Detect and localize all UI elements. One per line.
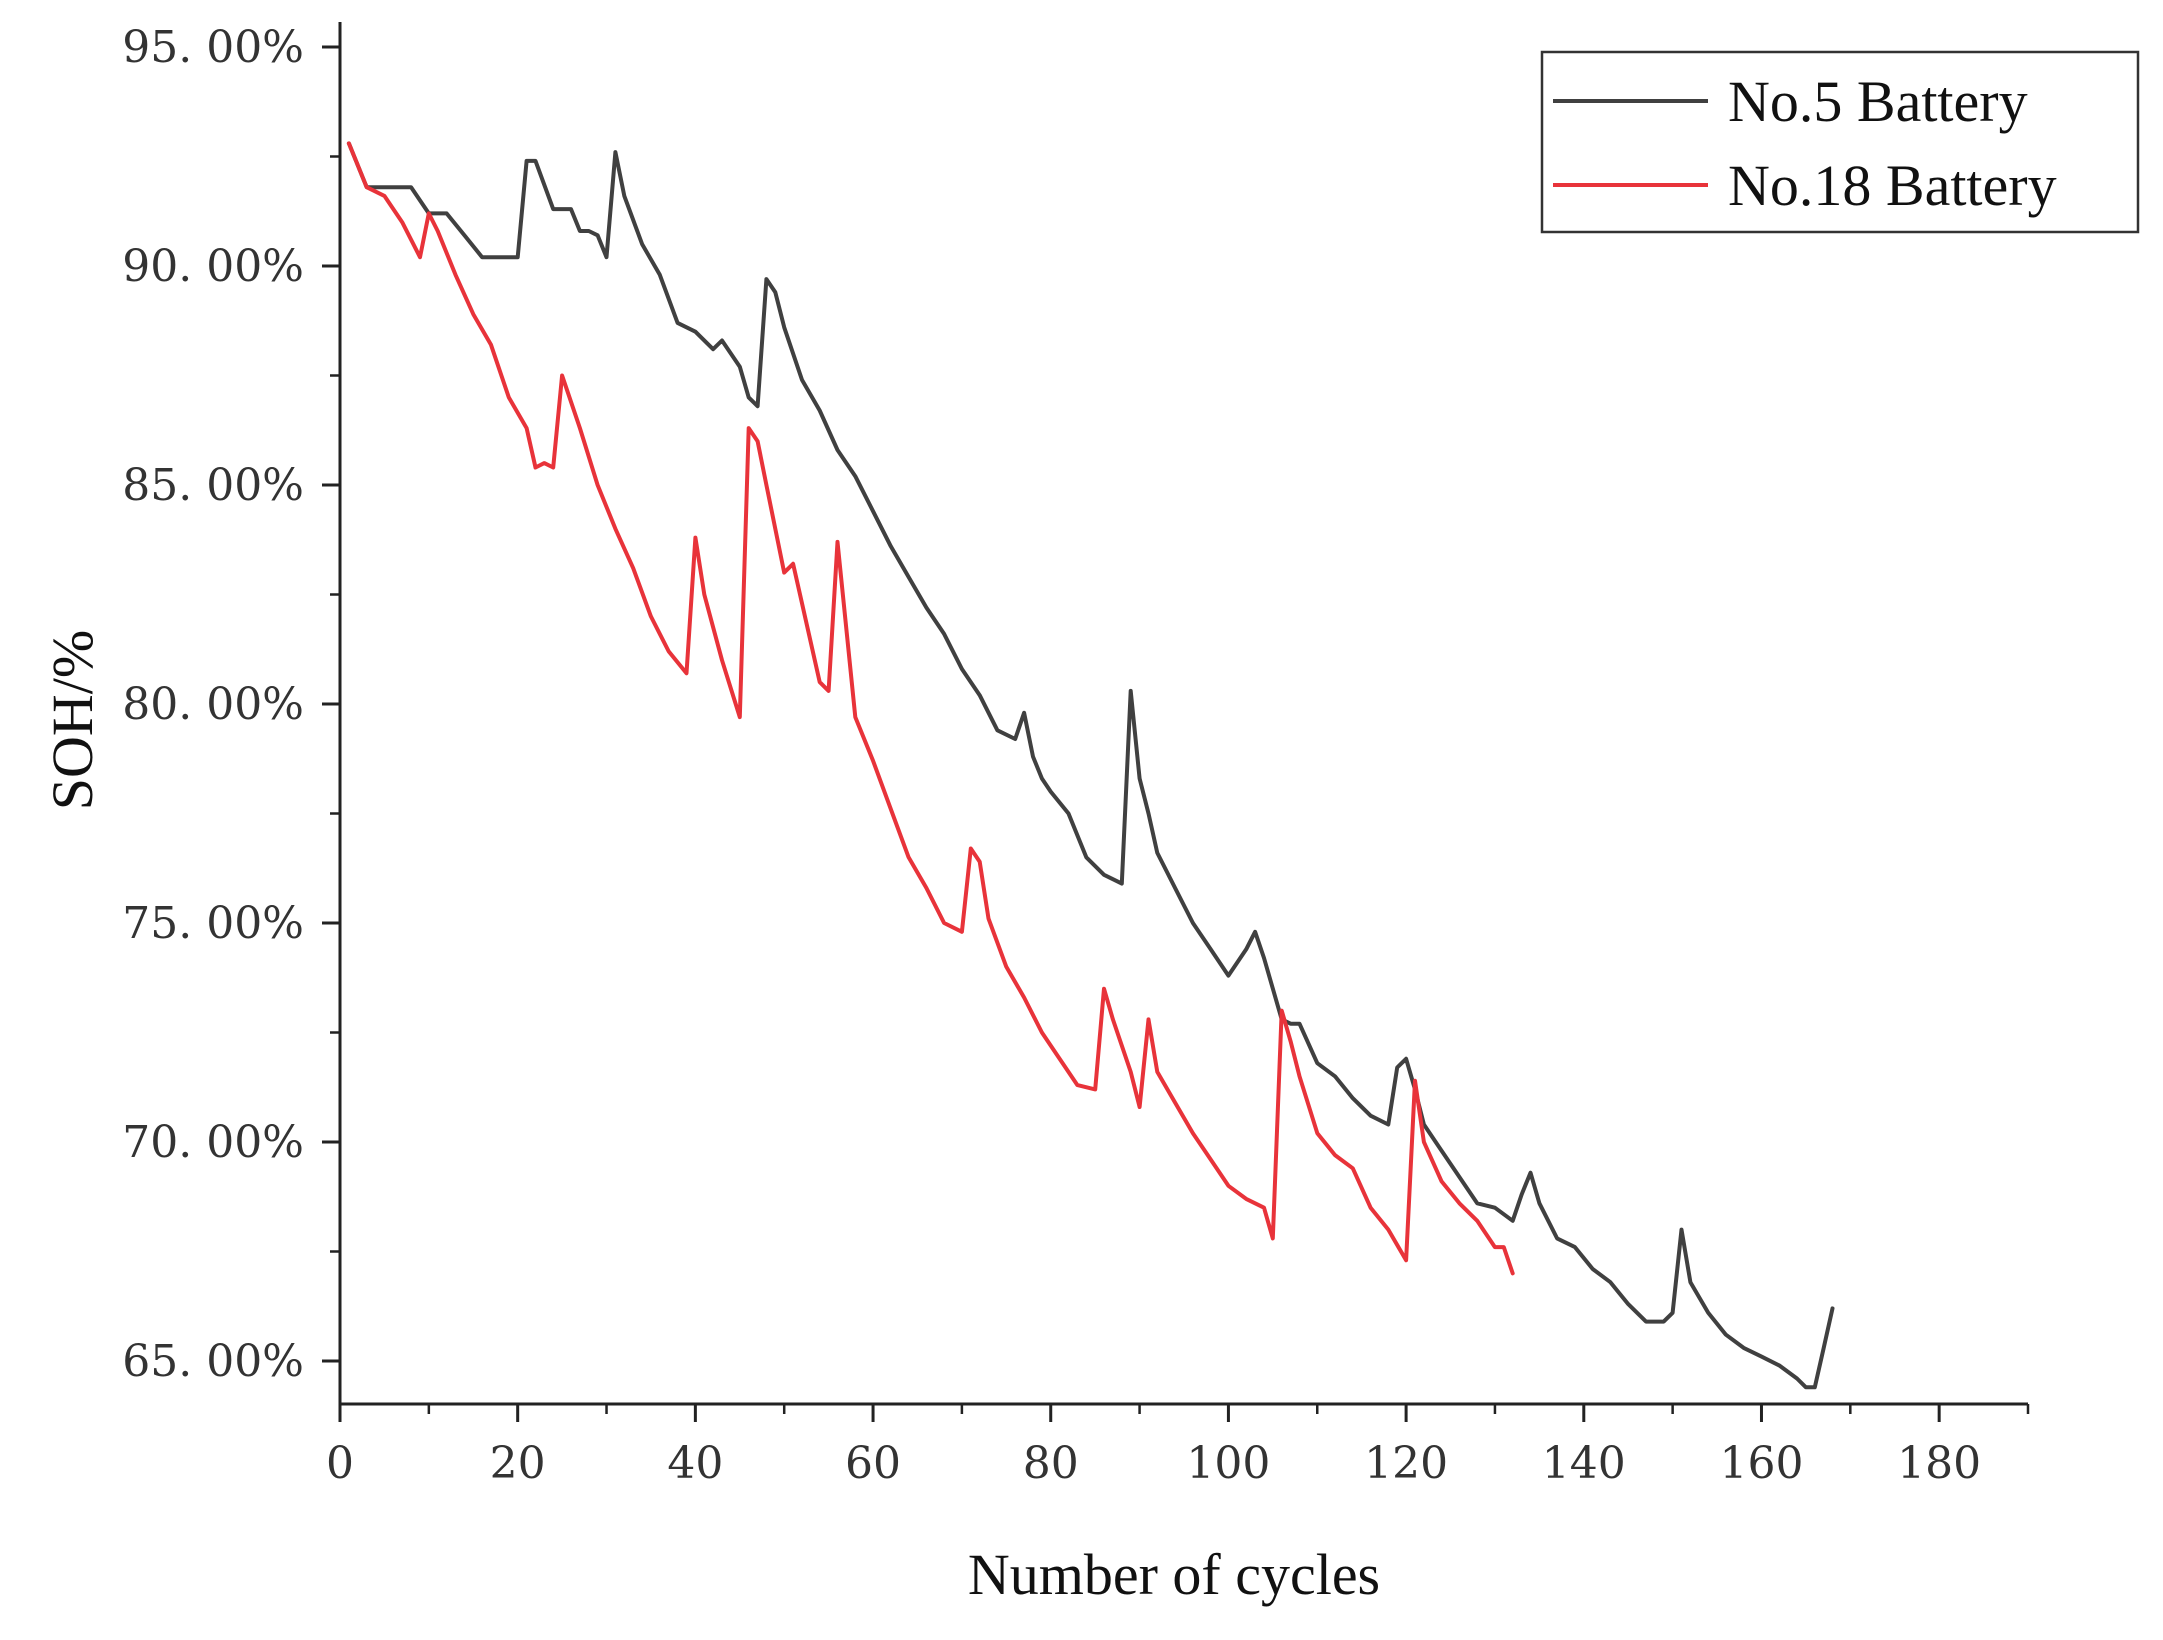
- x-tick-label: 100: [1186, 1438, 1270, 1489]
- legend-label: No.18 Battery: [1728, 153, 2057, 218]
- y-tick-label: 90. 00%: [122, 241, 304, 292]
- x-tick-label: 120: [1364, 1438, 1448, 1489]
- labels-layer: Number of cycles SOH/%: [40, 630, 1380, 1607]
- x-tick-label: 160: [1719, 1438, 1803, 1489]
- x-tick-label: 80: [1023, 1438, 1079, 1489]
- x-tick-label: 0: [326, 1438, 354, 1489]
- x-tick-label: 60: [845, 1438, 901, 1489]
- series-line-no5-battery: [346, 141, 1835, 1390]
- legend-box: [1540, 50, 2140, 234]
- y-axis-title: SOH/%: [40, 630, 105, 810]
- axes-layer: 0 20 40 60 80 100 120 140 160 180 65. 00% 70. 00% 75…: [122, 22, 2030, 1489]
- y-tick-label: 75. 00%: [122, 898, 304, 949]
- series-line-no18-battery: [346, 141, 1515, 1276]
- x-tick-label: 140: [1542, 1438, 1626, 1489]
- series-layer: [346, 141, 1835, 1390]
- x-tick-label: 20: [490, 1438, 546, 1489]
- x-tick-label: 180: [1897, 1438, 1981, 1489]
- y-tick-label: 80. 00%: [122, 679, 304, 730]
- y-tick-label: 85. 00%: [122, 460, 304, 511]
- y-tick-label: 65. 00%: [122, 1336, 304, 1387]
- x-axis-title: Number of cycles: [968, 1542, 1380, 1607]
- legend: No.5 Battery No.18 Battery: [1540, 50, 2140, 234]
- y-tick-label: 95. 00%: [122, 22, 304, 73]
- legend-label: No.5 Battery: [1728, 69, 2028, 134]
- x-tick-label: 40: [667, 1438, 723, 1489]
- y-tick-label: 70. 00%: [122, 1117, 304, 1168]
